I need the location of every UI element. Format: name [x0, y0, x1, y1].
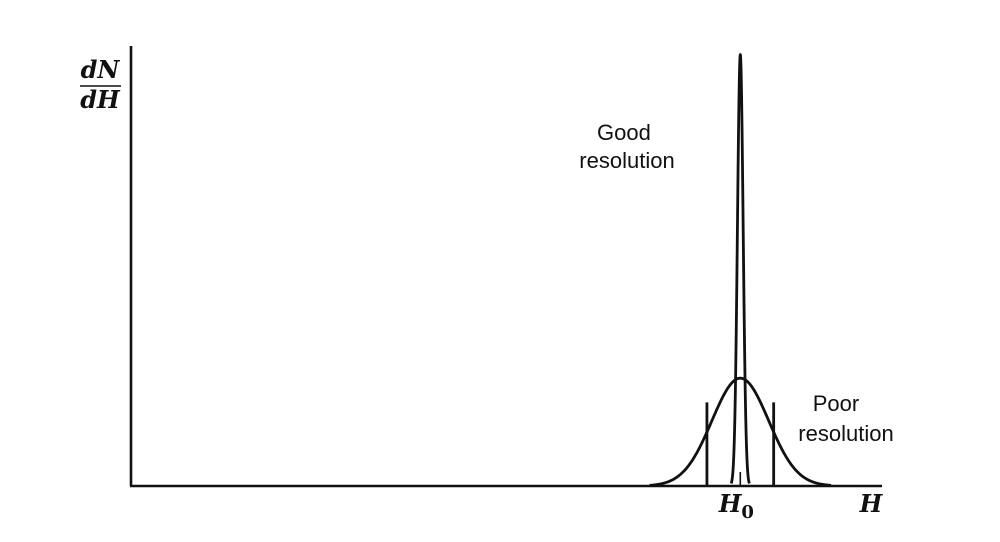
y-axis-label-denominator: dH — [80, 85, 121, 114]
good-resolution-line-1: Good — [597, 120, 651, 145]
poor-resolution-label: Poor resolution — [798, 391, 893, 446]
good-resolution-line-2: resolution — [579, 148, 674, 173]
x-axis-label: H — [859, 489, 884, 518]
h0-subscript: 0 — [741, 502, 754, 523]
h0-symbol: H — [718, 489, 743, 518]
h0-label: H0 — [718, 489, 754, 523]
poor-resolution-line-1: Poor — [813, 391, 859, 416]
good-resolution-label: Good resolution — [579, 120, 674, 173]
y-axis-label-numerator: dN — [81, 55, 121, 84]
poor-resolution-curve — [648, 376, 832, 487]
good-resolution-curve — [729, 53, 751, 485]
poor-resolution-line-2: resolution — [798, 421, 893, 446]
